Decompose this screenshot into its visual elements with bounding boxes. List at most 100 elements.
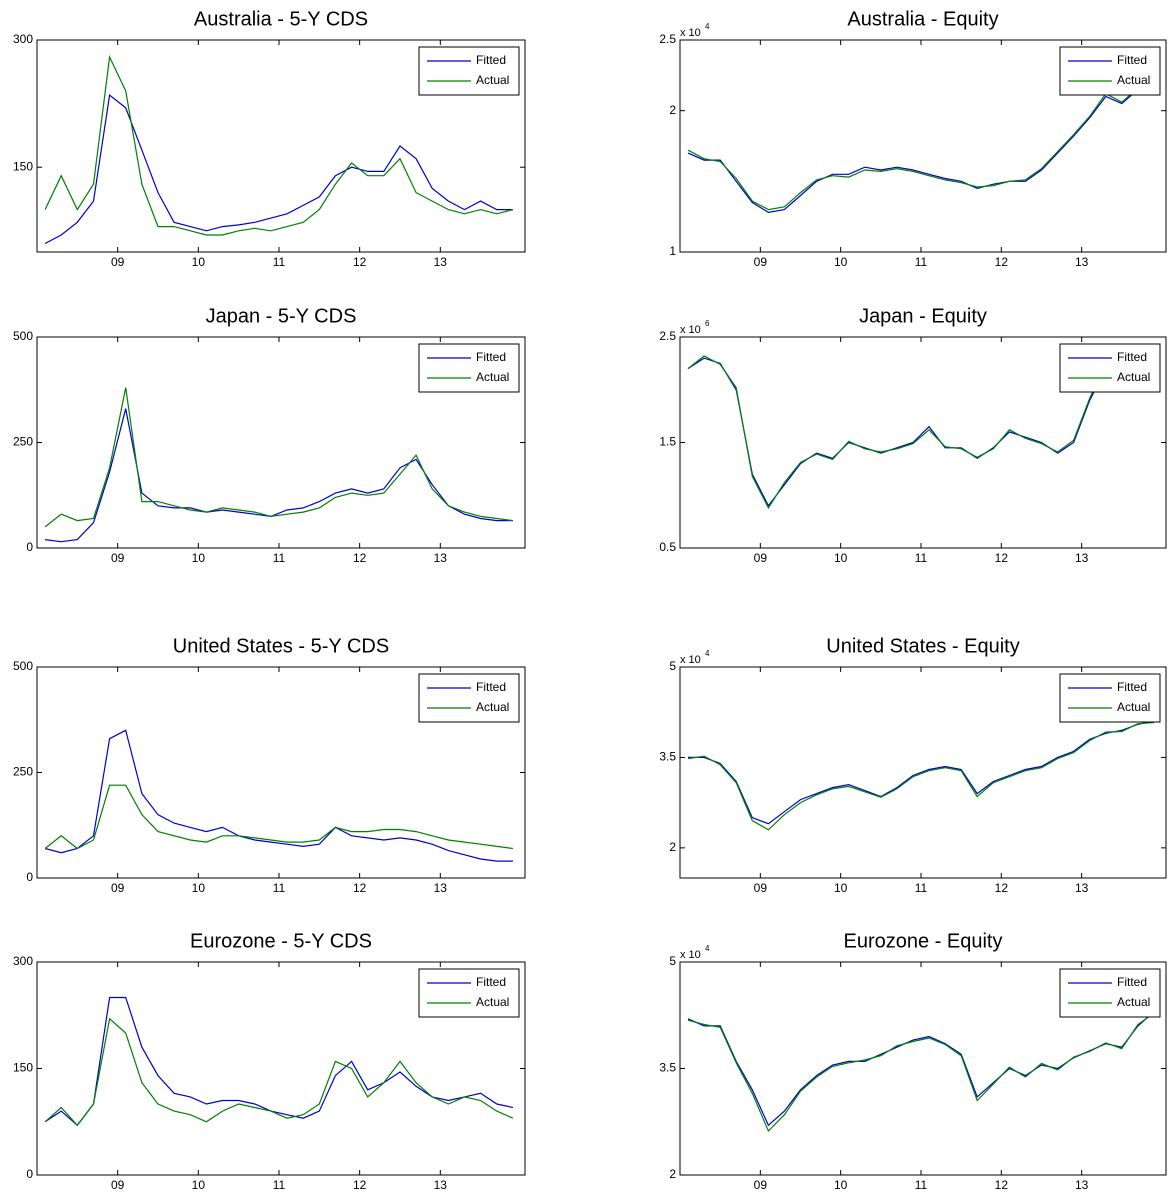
x-tick-label: 09: [111, 881, 125, 895]
legend-box: [418, 46, 520, 96]
y-tick-label: 2.5: [659, 32, 676, 46]
axis-multiplier: x 10: [680, 324, 701, 336]
panel: Japan - 5-Y CDS 0 250 500 09 10 11 12 13 Fitted Ac…: [13, 305, 526, 565]
x-tick-label: 13: [434, 551, 448, 565]
y-tick-label: 150: [13, 159, 33, 173]
x-tick-label: 11: [273, 551, 286, 565]
y-tick-label: 2.5: [659, 329, 676, 343]
x-tick-label: 10: [192, 551, 206, 565]
legend-label: Actual: [476, 73, 509, 87]
legend-label: Fitted: [476, 680, 506, 694]
y-tick-label: 1: [669, 244, 676, 258]
legend-label: Actual: [1117, 73, 1150, 87]
y-tick-label: 250: [13, 765, 33, 779]
y-tick-label: 0: [26, 870, 33, 884]
legend-label: Fitted: [476, 53, 506, 67]
y-tick-label: 0: [26, 540, 33, 554]
x-tick-label: 10: [192, 1178, 206, 1192]
x-tick-label: 11: [915, 1178, 928, 1192]
legend-label: Fitted: [1117, 680, 1147, 694]
x-tick-label: 09: [111, 255, 125, 269]
x-tick-label: 09: [754, 881, 768, 895]
legend-box: [1059, 673, 1161, 723]
x-tick-label: 09: [754, 551, 768, 565]
x-tick-label: 10: [834, 551, 848, 565]
y-tick-label: 5: [669, 659, 676, 673]
x-tick-label: 13: [1075, 255, 1089, 269]
axis-multiplier: x 10: [680, 949, 701, 961]
legend-box: [418, 673, 520, 723]
y-tick-label: 5: [669, 954, 676, 968]
y-tick-label: 2: [669, 103, 676, 117]
x-tick-label: 12: [353, 881, 367, 895]
x-tick-label: 11: [915, 255, 928, 269]
legend-label: Fitted: [1117, 53, 1147, 67]
x-tick-label: 12: [995, 881, 1009, 895]
x-tick-label: 09: [754, 1178, 768, 1192]
x-tick-label: 12: [353, 1178, 367, 1192]
x-tick-label: 11: [273, 881, 286, 895]
series-line: [44, 54, 514, 236]
x-tick-label: 12: [995, 1178, 1009, 1192]
x-tick-label: 13: [434, 881, 448, 895]
x-tick-label: 13: [434, 255, 448, 269]
x-tick-label: 10: [192, 255, 206, 269]
y-tick-label: 3.5: [659, 1061, 676, 1075]
x-tick-label: 11: [915, 551, 928, 565]
panel: Eurozone - Equity x 10 4 2 3.5 5 09 10 11 12 13 Fit…: [659, 930, 1167, 1192]
x-tick-label: 12: [995, 255, 1009, 269]
legend-label: Fitted: [1117, 350, 1147, 364]
chart-title: United States - 5-Y CDS: [173, 635, 389, 657]
x-tick-label: 11: [273, 255, 286, 269]
axis-multiplier-exponent: 4: [705, 22, 710, 31]
y-tick-label: 2: [669, 1167, 676, 1181]
chart-title: Eurozone - Equity: [844, 930, 1003, 952]
x-tick-label: 11: [273, 1178, 286, 1192]
x-tick-label: 10: [834, 1178, 848, 1192]
series-line: [687, 357, 1155, 507]
legend-label: Fitted: [1117, 975, 1147, 989]
legend-box: [1059, 343, 1161, 393]
legend-label: Actual: [1117, 370, 1150, 384]
x-tick-label: 10: [192, 881, 206, 895]
axis-multiplier-exponent: 4: [705, 944, 710, 953]
chart-title: Japan - Equity: [859, 305, 987, 327]
y-tick-label: 150: [13, 1061, 33, 1075]
series-line: [687, 721, 1155, 831]
series-line: [44, 1017, 514, 1127]
x-tick-label: 09: [111, 551, 125, 565]
series-line: [44, 729, 513, 862]
panel: United States - 5-Y CDS 0 250 500 09 10 11 12 13…: [13, 635, 526, 895]
series-line: [44, 93, 513, 245]
series-line: [687, 84, 1155, 214]
legend-label: Actual: [476, 370, 509, 384]
y-tick-label: 0: [26, 1167, 33, 1181]
x-tick-label: 13: [1075, 881, 1089, 895]
y-tick-label: 300: [13, 32, 33, 46]
panel: Japan - Equity x 10 6 0.5 1.5 2.5 09 10 11 12 13 Fi…: [659, 305, 1167, 565]
legend-box: [418, 968, 520, 1018]
series-line: [687, 86, 1155, 211]
x-tick-label: 12: [995, 551, 1009, 565]
x-tick-label: 13: [1075, 1178, 1089, 1192]
legend-label: Fitted: [476, 975, 506, 989]
legend-label: Fitted: [476, 350, 506, 364]
series-line: [44, 387, 513, 528]
panel: Eurozone - 5-Y CDS 0 150 300 09 10 11 12 13 Fitte…: [13, 930, 526, 1192]
y-tick-label: 2: [669, 840, 676, 854]
y-tick-label: 1.5: [659, 435, 676, 449]
chart-title: Australia - Equity: [847, 8, 998, 30]
legend-label: Actual: [1117, 700, 1150, 714]
x-tick-label: 11: [915, 881, 928, 895]
panel: United States - Equity x 10 4 2 3.5 5 09 10 11 12…: [659, 635, 1167, 895]
x-tick-label: 10: [834, 881, 848, 895]
x-tick-label: 12: [353, 551, 367, 565]
x-tick-label: 09: [111, 1178, 125, 1192]
chart-title: Eurozone - 5-Y CDS: [190, 930, 372, 952]
legend-label: Actual: [476, 700, 509, 714]
chart-title: Australia - 5-Y CDS: [194, 8, 368, 30]
y-tick-label: 250: [13, 435, 33, 449]
x-tick-label: 12: [353, 255, 367, 269]
